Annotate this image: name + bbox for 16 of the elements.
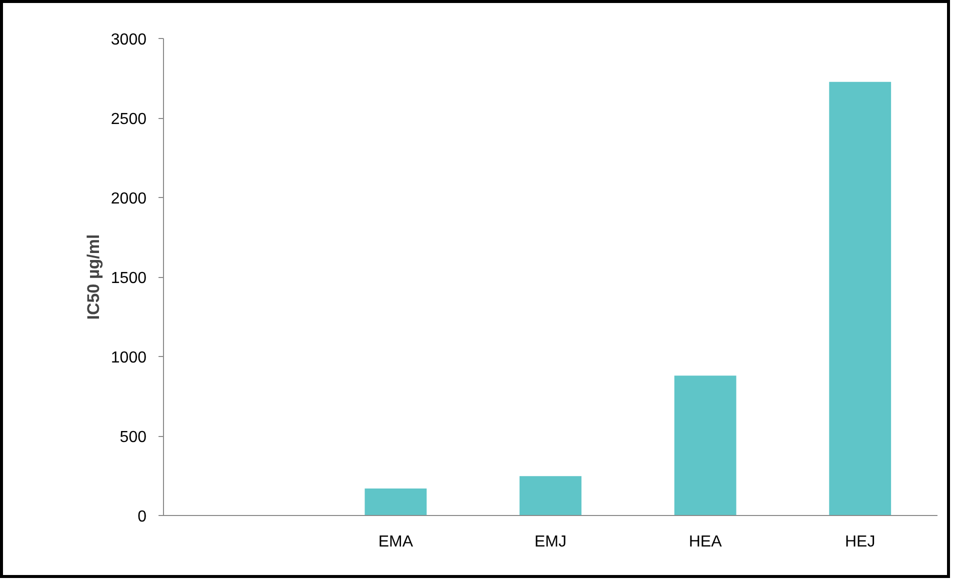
y-tick-label: 2500 bbox=[110, 111, 147, 128]
bar bbox=[520, 476, 582, 516]
bar bbox=[674, 376, 736, 516]
y-tick-label: 500 bbox=[120, 429, 147, 446]
x-tick-label: HEJ bbox=[844, 534, 876, 550]
x-tick-label: HEA bbox=[688, 534, 722, 550]
y-tick-label: 1000 bbox=[110, 350, 147, 366]
bar bbox=[364, 488, 427, 516]
x-tick-label: EMA bbox=[378, 534, 414, 550]
y-tick-label: 1500 bbox=[110, 270, 147, 287]
bar bbox=[829, 82, 892, 516]
y-tick-label: 3000 bbox=[110, 32, 147, 48]
y-axis-title: IC50 µg/ml bbox=[84, 234, 103, 320]
y-tick-label: 0 bbox=[138, 508, 147, 526]
y-tick-label: 2000 bbox=[110, 190, 147, 208]
x-tick-label: EMJ bbox=[534, 534, 566, 550]
